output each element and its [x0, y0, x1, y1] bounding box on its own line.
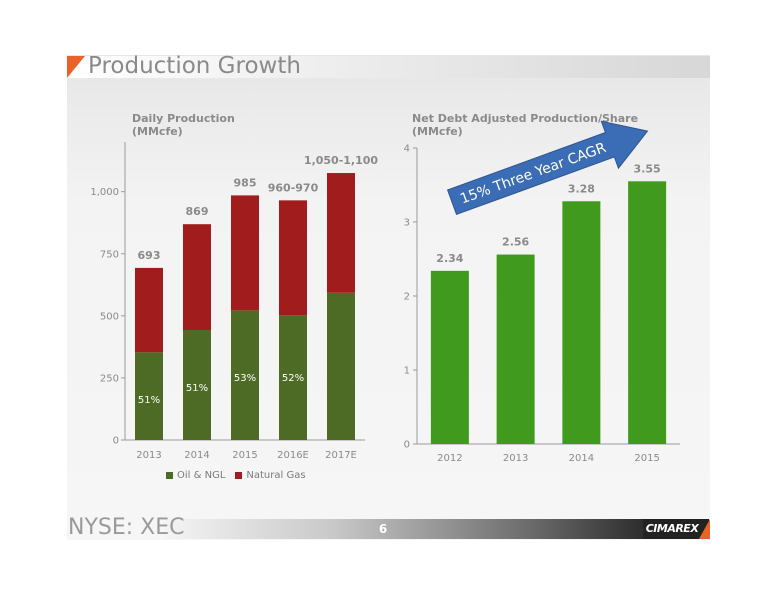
left-chart-subtitle: (MMcfe)	[132, 125, 183, 138]
value-label: 3.55	[634, 162, 661, 175]
right-chart-title: Net Debt Adjusted Production/Share	[412, 112, 639, 125]
oil-share-label: 51%	[186, 383, 208, 394]
bar-production-per-share	[562, 201, 601, 444]
legend-label-oil: Oil & NGL	[177, 470, 226, 481]
x-tick-label: 2015	[634, 453, 659, 464]
y-tick-label: 750	[100, 249, 119, 260]
y-tick-label: 0	[113, 436, 119, 447]
cagr-arrow-shape	[446, 120, 649, 216]
footer-ticker: NYSE: XEC	[68, 515, 185, 540]
x-tick-label: 2014	[184, 450, 209, 461]
total-label: 869	[186, 205, 209, 218]
bar-production-per-share	[628, 181, 667, 445]
bar-oil-ngl	[327, 292, 355, 440]
bar-production-per-share	[430, 270, 469, 444]
legend-label-gas: Natural Gas	[246, 470, 306, 481]
bar-production-per-share	[496, 254, 535, 444]
legend-swatch-oil	[166, 472, 173, 479]
right-chart-title-block: Net Debt Adjusted Production/Share (MMcf…	[412, 112, 638, 138]
oil-share-label: 51%	[138, 395, 160, 406]
company-logo	[643, 519, 709, 539]
y-tick-label: 1	[404, 366, 410, 377]
x-tick-label: 2015	[232, 450, 257, 461]
logo-accent-shape	[699, 519, 710, 539]
bar-natural-gas	[327, 173, 355, 293]
x-tick-label: 2012	[437, 453, 462, 464]
footer-bar	[164, 519, 644, 539]
x-tick-label: 2013	[503, 453, 528, 464]
y-tick-label: 2	[404, 292, 410, 303]
left-chart-title: Daily Production	[132, 112, 235, 125]
total-label: 1,050-1,100	[304, 154, 378, 167]
bar-oil-ngl	[279, 315, 307, 440]
slide-title: Production Growth	[88, 53, 301, 79]
oil-share-label: 53%	[234, 373, 256, 384]
cagr-arrow: 15% Three Year CAGR	[446, 120, 649, 216]
y-tick-label: 0	[404, 440, 410, 451]
legend-swatch-gas	[235, 472, 243, 479]
total-label: 985	[234, 176, 257, 189]
value-label: 3.28	[568, 182, 595, 195]
x-tick-label: 2013	[136, 450, 161, 461]
oil-share-label: 52%	[282, 373, 304, 384]
logo-text: CIMAREX	[645, 522, 699, 535]
x-tick-label: 2016E	[277, 450, 309, 461]
y-tick-label: 3	[404, 218, 410, 229]
title-bar	[67, 56, 710, 78]
title-accent-shape	[67, 56, 85, 78]
right-chart-subtitle: (MMcfe)	[412, 125, 463, 138]
value-label: 2.34	[436, 252, 463, 265]
y-tick-label: 250	[100, 373, 119, 384]
bar-natural-gas	[135, 267, 163, 353]
bar-oil-ngl	[135, 352, 163, 440]
left-chart-title-block: Daily Production (MMcfe)	[132, 112, 235, 138]
bar-natural-gas	[231, 195, 259, 311]
bar-oil-ngl	[183, 329, 211, 440]
legend: Oil & NGL Natural Gas	[166, 470, 306, 481]
y-tick-label: 1,000	[90, 187, 119, 198]
cagr-annotation: 15% Three Year CAGR	[458, 140, 608, 208]
x-tick-label: 2017E	[325, 450, 357, 461]
y-tick-label: 500	[100, 311, 119, 322]
total-label: 960-970	[268, 181, 319, 194]
total-label: 693	[138, 249, 161, 262]
bar-natural-gas	[279, 200, 307, 316]
bar-natural-gas	[183, 224, 211, 330]
bar-oil-ngl	[231, 310, 259, 440]
x-tick-label: 2014	[569, 453, 594, 464]
value-label: 2.56	[502, 236, 529, 249]
page-number: 6	[378, 522, 388, 536]
y-tick-label: 4	[404, 144, 410, 155]
